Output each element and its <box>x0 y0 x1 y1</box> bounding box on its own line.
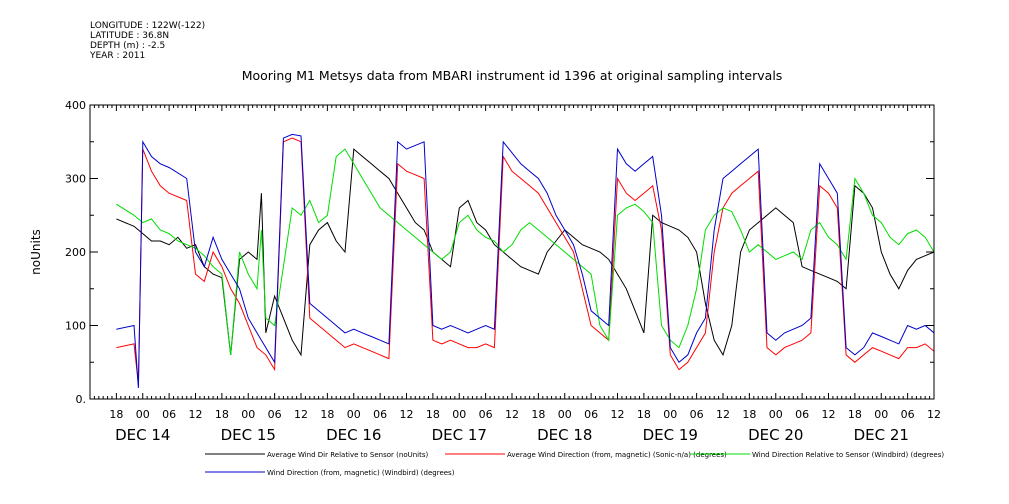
x-day-label: DEC 19 <box>643 426 698 444</box>
year-line: YEAR : 2011 <box>90 51 146 61</box>
x-hour-tick-label: 12 <box>400 408 414 421</box>
legend-label-1: Average Wind Direction (from, magnetic) … <box>507 451 727 459</box>
x-hour-tick-label: 00 <box>241 408 255 421</box>
chart-title: Mooring M1 Metsys data from MBARI instru… <box>242 68 783 83</box>
x-hour-tick-label: 06 <box>162 408 176 421</box>
series-line-0 <box>116 148 935 357</box>
x-hour-tick-label: 12 <box>294 408 308 421</box>
x-hour-tick-label: 06 <box>690 408 704 421</box>
x-hour-tick-label: 06 <box>479 408 493 421</box>
y-tick-label: 300 <box>65 173 86 186</box>
x-hour-tick-label: 06 <box>901 408 915 421</box>
latitude-line: LATITUDE : 36.8N <box>90 31 170 41</box>
x-hour-tick-label: 18 <box>426 408 440 421</box>
legend-label-0: Average Wind Dir Relative to Sensor (noU… <box>267 451 428 459</box>
series-line-1 <box>116 137 935 385</box>
x-hour-tick-label: 00 <box>663 408 677 421</box>
legend-label-2: Wind Direction Relative to Sensor (Windb… <box>752 451 944 459</box>
y-tick-label: 400 <box>65 99 86 112</box>
x-hour-tick-label: 18 <box>320 408 334 421</box>
x-hour-tick-label: 06 <box>584 408 598 421</box>
y-tick-label: 0. <box>76 393 87 406</box>
x-hour-tick-label: 18 <box>637 408 651 421</box>
x-hour-tick-label: 00 <box>769 408 783 421</box>
series-line-3 <box>116 133 935 389</box>
x-hour-tick-label: 06 <box>795 408 809 421</box>
legend-label-3: Wind Direction (from, magnetic) (Windbir… <box>267 469 455 477</box>
metadata-block: LONGITUDE : 122W(-122) LATITUDE : 36.8N … <box>90 21 205 61</box>
x-hour-tick-label: 00 <box>874 408 888 421</box>
x-day-label: DEC 18 <box>537 426 592 444</box>
x-day-label: DEC 21 <box>854 426 909 444</box>
x-day-label: DEC 16 <box>326 426 381 444</box>
x-hour-tick-label: 18 <box>109 408 123 421</box>
x-hour-tick-label: 18 <box>215 408 229 421</box>
x-hour-tick-label: 18 <box>848 408 862 421</box>
y-axis-label: noUnits <box>29 229 43 275</box>
series-layer <box>116 133 935 389</box>
x-hour-tick-label: 12 <box>716 408 730 421</box>
x-hour-tick-label: 12 <box>505 408 519 421</box>
x-hour-tick-label: 00 <box>347 408 361 421</box>
x-day-label: DEC 15 <box>221 426 276 444</box>
x-hour-tick-label: 12 <box>189 408 203 421</box>
depth-line: DEPTH (m) : -2.5 <box>90 41 166 51</box>
x-hour-tick-label: 18 <box>742 408 756 421</box>
x-day-label: DEC 14 <box>115 426 170 444</box>
x-hour-tick-label: 12 <box>927 408 941 421</box>
plot-frame <box>89 104 935 400</box>
x-day-label: DEC 20 <box>748 426 803 444</box>
x-hour-tick-label: 18 <box>531 408 545 421</box>
x-hour-tick-label: 00 <box>558 408 572 421</box>
series-line-2 <box>116 148 935 355</box>
x-hour-tick-label: 00 <box>136 408 150 421</box>
x-hour-tick-label: 12 <box>611 408 625 421</box>
x-hour-tick-label: 12 <box>822 408 836 421</box>
y-tick-label: 200 <box>65 246 86 259</box>
x-hour-tick-label: 06 <box>268 408 282 421</box>
y-tick-label: 100 <box>65 320 86 333</box>
x-hour-tick-label: 06 <box>373 408 387 421</box>
x-day-label: DEC 17 <box>432 426 487 444</box>
legend: Average Wind Dir Relative to Sensor (noU… <box>205 451 944 477</box>
x-hour-tick-label: 00 <box>452 408 466 421</box>
longitude-line: LONGITUDE : 122W(-122) <box>90 21 206 31</box>
axis-layer: 18 00 06 12 18 00 06 12 18 00 06 12 18 00 06 12 18 00 06 12… <box>65 99 941 444</box>
